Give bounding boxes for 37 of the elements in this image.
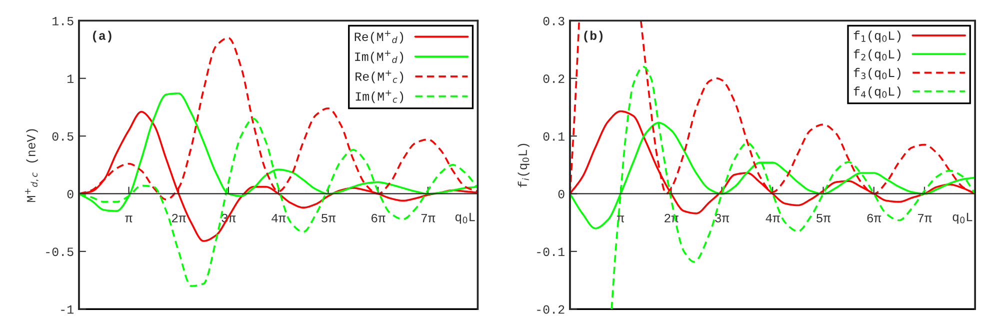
y-tick-label: 0 <box>67 190 74 198</box>
x-tick-label: 7π <box>918 214 932 222</box>
x-tick-label: 5π <box>322 214 336 222</box>
legend-label: f$_{2}$(q$_{0}$L) <box>854 49 900 61</box>
legend-label: Re(M$^{+}$$_{c}$) <box>356 70 404 84</box>
x-tick-label: 6π <box>372 214 386 222</box>
y-tick-label: -0.5 <box>46 248 74 256</box>
y-tick-label: 0.2 <box>543 74 564 84</box>
x-axis-title: q$_{0}$L <box>952 212 972 224</box>
annotation: (b) <box>584 30 603 42</box>
annotation: (a) <box>93 30 112 42</box>
x-tick-label: 4π <box>766 214 780 222</box>
x-tick-label: π <box>125 216 132 222</box>
y-tick-label: 1 <box>68 74 74 83</box>
x-tick-label: 6π <box>867 214 882 222</box>
y-tick-label: 0.3 <box>543 16 564 26</box>
y-tick-label: 0.5 <box>52 132 74 141</box>
y-tick-label: -1 <box>61 305 74 314</box>
y-axis-title: f$_{i}$(q$_{0}$L) <box>518 144 530 188</box>
x-tick-label: 3π <box>715 214 730 222</box>
x-tick-label: 2π <box>172 214 186 222</box>
legend-label: f$_{4}$(q$_{0}$L) <box>854 86 900 98</box>
x-tick-label: 5π <box>816 214 830 222</box>
y-tick-label: 0 <box>558 190 564 198</box>
y-tick-label: -0.1 <box>537 248 564 256</box>
x-tick-label: 7π <box>421 214 436 222</box>
y-axis-title: M$^{+}$$_{d,c}$ (neV) <box>25 129 38 202</box>
y-tick-label: 0.1 <box>543 132 564 141</box>
y-tick-label: 1.5 <box>52 16 74 26</box>
legend-label: Im(M$^{+}$$_{d}$) <box>355 50 404 64</box>
y-tick-label: -0.2 <box>537 305 564 314</box>
x-tick-label: 4π <box>272 214 286 222</box>
legend-label: f$_{1}$(q$_{0}$L) <box>854 30 900 42</box>
legend-label: f$_{3}$(q$_{0}$L) <box>854 68 900 80</box>
legend-label: Re(M$^{+}$$_{d}$) <box>354 30 404 44</box>
x-axis-title: q$_{0}$L <box>455 212 475 224</box>
legend-label: Im(M$^{+}$$_{c}$) <box>356 90 404 104</box>
